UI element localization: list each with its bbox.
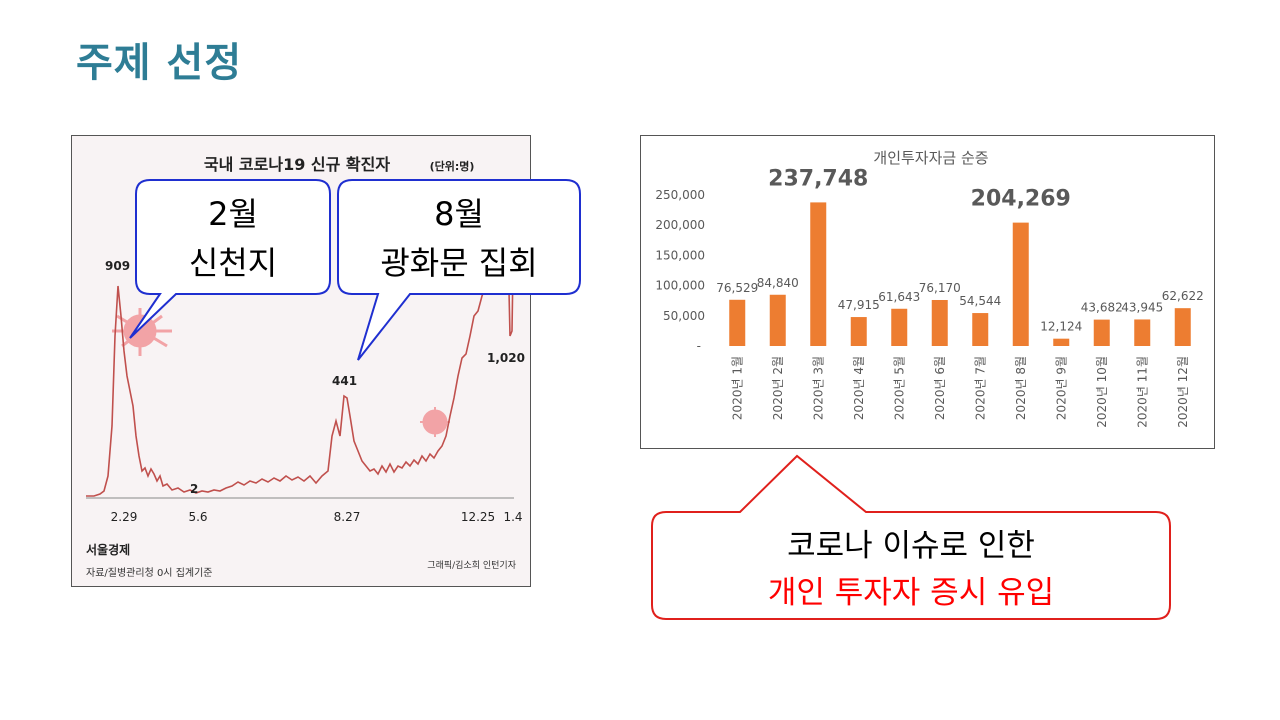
bar bbox=[850, 317, 867, 346]
x-label-3: 12.25 bbox=[461, 510, 495, 524]
category-label: 2020년 3월 bbox=[811, 356, 825, 420]
category-label: 2020년 5월 bbox=[892, 356, 906, 420]
bar bbox=[1053, 338, 1070, 346]
bar bbox=[810, 202, 827, 346]
category-label: 2020년 11월 bbox=[1135, 356, 1149, 428]
bar-value-label: 237,748 bbox=[768, 166, 868, 191]
source-note: 자료/질병관리청 0시 집계기준 bbox=[86, 567, 213, 579]
category-label: 2020년 1월 bbox=[730, 356, 744, 420]
category-label: 2020년 9월 bbox=[1054, 356, 1068, 420]
bar-value-label: 43,682 bbox=[1081, 301, 1123, 315]
bar bbox=[769, 294, 786, 346]
callout-bottom-bubble bbox=[651, 454, 1171, 620]
covid-chart-panel: 국내 코로나19 신규 확진자 (단위:명) 909 2 441 1,020 2… bbox=[71, 135, 531, 587]
covid-case-line bbox=[86, 195, 515, 497]
bar bbox=[1134, 319, 1151, 346]
bar bbox=[1093, 319, 1110, 346]
peak-label-aug: 441 bbox=[332, 374, 357, 388]
bar bbox=[1174, 308, 1191, 346]
covid-chart-title: 국내 코로나19 신규 확진자 bbox=[204, 155, 390, 174]
bar-value-label: 76,529 bbox=[716, 281, 758, 295]
bar-value-label: 84,840 bbox=[757, 276, 799, 290]
bar bbox=[891, 308, 908, 346]
peak-label-dec: 1,020 bbox=[487, 351, 525, 365]
bar bbox=[931, 299, 948, 346]
bar-value-label: 204,269 bbox=[971, 187, 1071, 212]
y-tick-label: 200,000 bbox=[655, 218, 705, 232]
bar bbox=[972, 313, 989, 346]
category-label: 2020년 6월 bbox=[933, 356, 947, 420]
investment-bar-chart: 개인투자자금 순증 - 50,000 100,000 150,000 200,000 25… bbox=[655, 149, 1204, 428]
y-tick-label: 150,000 bbox=[655, 248, 705, 262]
peak-label-may: 2 bbox=[190, 482, 198, 496]
source-brand: 서울경제 bbox=[86, 542, 130, 557]
category-label: 2020년 4월 bbox=[852, 356, 866, 420]
bar-value-label: 43,945 bbox=[1121, 300, 1163, 314]
slide-title: 주제 선정 bbox=[76, 40, 243, 86]
bar bbox=[1012, 222, 1029, 346]
y-tick-label: 250,000 bbox=[655, 188, 705, 202]
x-label-2: 8.27 bbox=[334, 510, 361, 524]
bar-value-label: 54,544 bbox=[959, 294, 1001, 308]
category-label: 2020년 2월 bbox=[771, 356, 785, 420]
covid-chart: 국내 코로나19 신규 확진자 (단위:명) 909 2 441 1,020 2… bbox=[86, 155, 525, 579]
callout-bottom-line1: 코로나 이슈로 인한 bbox=[787, 528, 1035, 564]
category-label: 2020년 10월 bbox=[1095, 356, 1109, 428]
bar-value-label: 61,643 bbox=[878, 290, 920, 304]
peak-label-feb: 909 bbox=[105, 259, 130, 273]
x-label-4: 1.4 bbox=[503, 510, 522, 524]
covid-chart-unit: (단위:명) bbox=[430, 159, 475, 173]
investment-chart-panel: 개인투자자금 순증 - 50,000 100,000 150,000 200,000 25… bbox=[640, 135, 1215, 449]
y-tick-label: 100,000 bbox=[655, 279, 705, 293]
credit: 그래픽/김소희 인턴기자 bbox=[427, 559, 516, 571]
bar-chart-title: 개인투자자금 순증 bbox=[873, 149, 988, 167]
bar-value-label: 62,622 bbox=[1162, 289, 1204, 303]
x-label-0: 2.29 bbox=[111, 510, 138, 524]
y-tick-label: 50,000 bbox=[663, 309, 705, 323]
y-tick-label: - bbox=[697, 339, 701, 353]
bar bbox=[729, 299, 746, 346]
virus-icon-small bbox=[420, 407, 450, 437]
callout-bottom-line2: 개인 투자자 증시 유입 bbox=[768, 575, 1054, 611]
x-label-1: 5.6 bbox=[188, 510, 207, 524]
category-label: 2020년 12월 bbox=[1176, 356, 1190, 428]
bar-value-label: 76,170 bbox=[919, 281, 961, 295]
bar-value-label: 12,124 bbox=[1040, 320, 1082, 334]
category-label: 2020년 7월 bbox=[973, 356, 987, 420]
category-label: 2020년 8월 bbox=[1014, 356, 1028, 420]
bar-value-label: 47,915 bbox=[838, 298, 880, 312]
